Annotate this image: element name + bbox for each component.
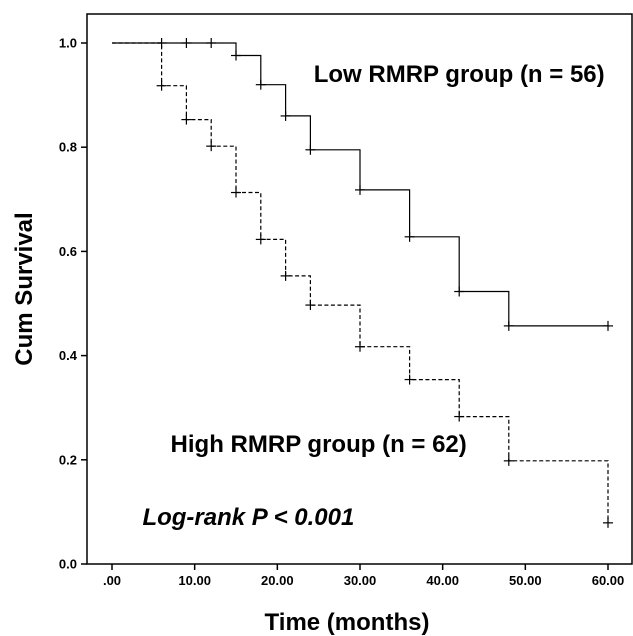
series-line-low-rmrp [112, 42, 608, 327]
y-tick-label: 0.2 [59, 452, 77, 467]
x-tick-label: 10.00 [178, 573, 211, 588]
x-tick-label: 50.00 [509, 573, 542, 588]
x-axis-title: Time (months) [265, 609, 430, 636]
y-tick-label: 1.0 [59, 36, 77, 51]
x-tick-label: 30.00 [344, 573, 377, 588]
y-tick-label: 0.8 [59, 140, 77, 155]
y-tick-label: 0.0 [59, 557, 77, 572]
y-tick-label: 0.4 [59, 348, 78, 363]
plot-frame [86, 13, 633, 565]
plot-border [86, 13, 633, 565]
y-tick-label: 0.6 [59, 244, 77, 259]
x-tick-label: 40.00 [426, 573, 459, 588]
x-tick-label: 20.00 [261, 573, 294, 588]
x-tick-label: 60.00 [592, 573, 625, 588]
x-axis: .00 10.00 20.00 30.00 40.00 50.00 60.00 [103, 564, 624, 588]
annotation-2: High RMRP group (n = 62) [171, 431, 467, 458]
x-tick-label: .00 [103, 573, 121, 588]
y-axis-title: Cum Survival [11, 212, 38, 365]
annotation-layer: Low RMRP group (n = 56) High RMRP group (… [142, 61, 604, 531]
annotation-3: Log-rank P < 0.001 [142, 504, 354, 531]
series-layer [112, 38, 613, 528]
annotation-1: Low RMRP group (n = 56) [314, 61, 605, 88]
y-axis: 0.0 0.2 0.4 0.6 0.8 1.0 [59, 36, 87, 572]
